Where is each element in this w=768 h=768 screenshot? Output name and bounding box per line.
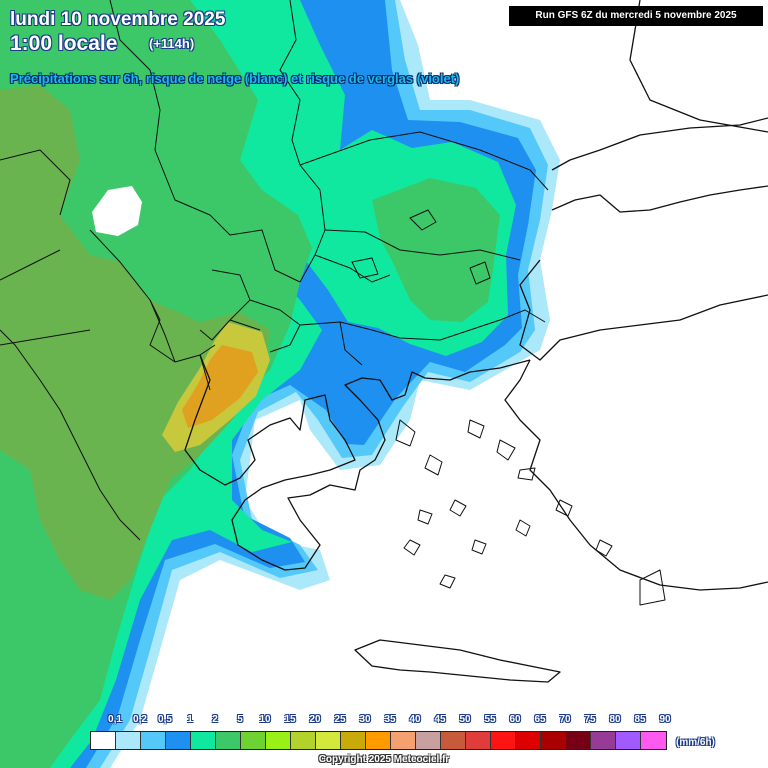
legend-label: 2 [212,714,218,725]
black-sea-coast [519,0,768,361]
run-info-box: Run GFS 6Z du mercredi 5 novembre 2025 [509,6,763,26]
legend-swatch [241,732,266,749]
legend-label: 65 [534,714,546,725]
legend-label: 30 [359,714,371,725]
legend-label: 0,1 [108,714,122,725]
legend-swatch [566,732,591,749]
italy-coast [0,229,176,541]
legend-label: 0,2 [133,714,147,725]
legend-label: 60 [509,714,521,725]
crete-coast [354,639,561,683]
legend-label: 45 [434,714,446,725]
legend-label: 10 [259,714,271,725]
legend-swatch [216,732,241,749]
legend-swatch [166,732,191,749]
legend-swatch [116,732,141,749]
legend-swatch [391,732,416,749]
precip-green-area-east [372,178,500,322]
turkey-aegean-coast [504,359,768,591]
aegean-islands [395,419,666,606]
legend-swatch [641,732,666,749]
legend-unit: (mm/6h) [676,737,715,748]
legend-swatch [491,732,516,749]
legend-label: 55 [484,714,496,725]
legend-swatch [516,732,541,749]
legend-swatch [616,732,641,749]
legend-label: 75 [584,714,596,725]
legend-swatch [191,732,216,749]
legend-label: 40 [409,714,421,725]
map-subtitle: Précipitations sur 6h, risque de neige (… [10,71,460,86]
legend-label: 35 [384,714,396,725]
legend-swatch [91,732,116,749]
legend-swatch [141,732,166,749]
legend-label: 80 [609,714,621,725]
legend-swatch [541,732,566,749]
legend-swatch [341,732,366,749]
legend-swatch [266,732,291,749]
copyright: Copyright 2025 Meteociel.fr [318,754,450,765]
legend-swatch [291,732,316,749]
legend-swatch [366,732,391,749]
legend-label: 50 [459,714,471,725]
legend-label: 0,5 [158,714,172,725]
legend-swatch [466,732,491,749]
greece-mainland-coast [184,354,531,571]
legend-label: 85 [634,714,646,725]
legend-label: 15 [284,714,296,725]
legend-color-bar [90,731,667,750]
legend-label: 1 [187,714,193,725]
legend-swatch [316,732,341,749]
forecast-date: lundi 10 novembre 2025 [10,9,226,30]
country-borders [0,0,549,391]
snow-risk-patch [92,186,142,236]
legend-labels: 0,1 0,2 0,5 1 2 5 10 15 20 25 30 35 40 45 50 55 60 65 70 75… [90,714,671,728]
legend-label: 25 [334,714,346,725]
legend-swatch [416,732,441,749]
lakes [351,209,491,285]
precip-olive-area [0,85,270,600]
legend-swatch [441,732,466,749]
precip-orange-area [182,345,258,428]
legend-swatch [591,732,616,749]
forecast-time: 1:00 locale [10,32,118,55]
forecast-lead-time: (+114h) [149,36,195,51]
legend-label: 20 [309,714,321,725]
legend-label: 5 [237,714,243,725]
legend-label: 90 [659,714,671,725]
legend-label: 70 [559,714,571,725]
